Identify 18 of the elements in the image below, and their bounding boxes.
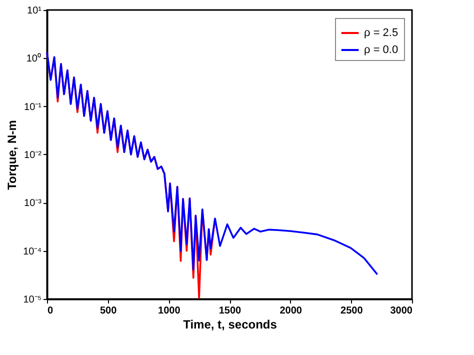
y-tick-label: 10⁰ bbox=[26, 52, 42, 65]
y-axis-title: Torque, N-m bbox=[5, 120, 20, 190]
y-tick-label: 10⁻¹ bbox=[24, 102, 42, 113]
x-tick-label: 1500 bbox=[218, 306, 242, 316]
legend-label: ρ = 0.0 bbox=[364, 44, 398, 56]
x-tick-label: 500 bbox=[100, 306, 118, 316]
y-tick-label: 10⁻⁵ bbox=[23, 294, 42, 306]
x-tick-label: 2500 bbox=[340, 306, 364, 316]
y-tick-label: 10⁻⁴ bbox=[23, 246, 42, 258]
x-tick-label: 2000 bbox=[280, 306, 302, 316]
x-tick-label: 1000 bbox=[158, 306, 181, 316]
legend-label: ρ = 2.5 bbox=[364, 27, 398, 39]
y-tick-label: 10¹ bbox=[27, 6, 42, 16]
y-tick-label: 10⁻² bbox=[24, 150, 42, 161]
x-axis-title: Time, t, seconds bbox=[183, 318, 278, 332]
x-tick-label: 3000 bbox=[390, 306, 413, 316]
x-tick-label: 0 bbox=[48, 306, 54, 316]
y-tick-label: 10⁻³ bbox=[24, 198, 42, 210]
